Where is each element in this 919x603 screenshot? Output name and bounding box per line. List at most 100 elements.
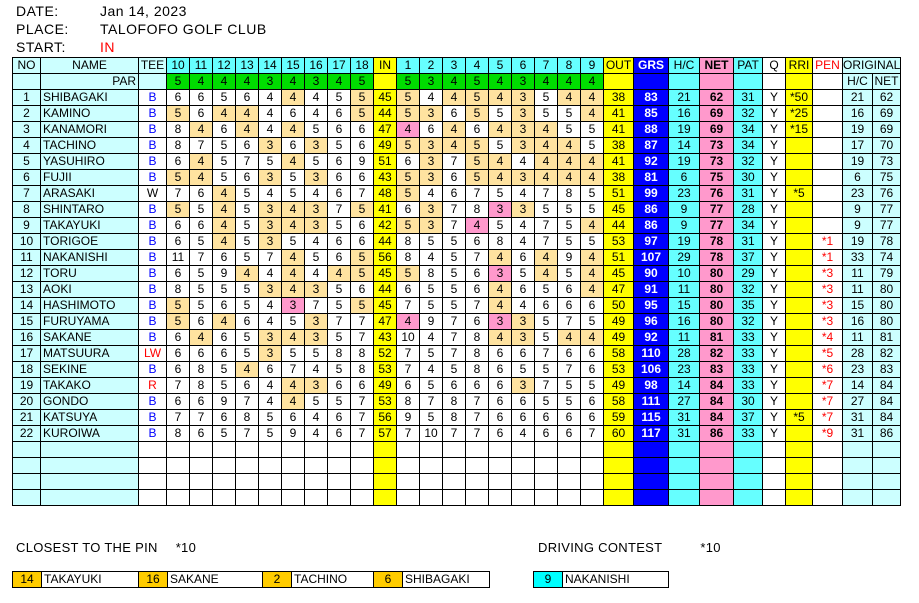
player-row: 15 FURUYAMA B 5 6 4 6 4 5 3 7 7 47 4 9 7 6 3 3 5 7 5 49 96 16 80 3… <box>12 313 902 330</box>
hole-score: 4 <box>534 121 558 138</box>
hole-score: 4 <box>488 329 512 346</box>
hole-score: 3 <box>511 89 535 106</box>
hole-score: 5 <box>166 313 190 330</box>
hole-score: 5 <box>534 313 558 330</box>
player-rri <box>785 297 813 314</box>
hole-score: 5 <box>557 201 581 218</box>
empty-cell <box>327 441 351 458</box>
hole-score: 4 <box>419 185 443 202</box>
hole-score: 5 <box>465 105 489 122</box>
player-grs: 95 <box>633 297 669 314</box>
hole-score: 3 <box>488 265 512 282</box>
hole-score: 6 <box>212 409 236 426</box>
player-in: 45 <box>373 265 397 282</box>
player-q: Y <box>762 121 786 138</box>
par-grs <box>633 73 669 90</box>
player-rri <box>785 425 813 442</box>
player-grs: 110 <box>633 345 669 362</box>
player-orig-net: 86 <box>871 425 902 442</box>
hole-score: 8 <box>166 425 190 442</box>
player-in: 56 <box>373 409 397 426</box>
hole-score: 6 <box>511 345 535 362</box>
hole-score: 4 <box>327 265 351 282</box>
player-q: Y <box>762 361 786 378</box>
hole-score: 4 <box>189 153 213 170</box>
hole-score: 7 <box>557 361 581 378</box>
player-pen <box>812 201 843 218</box>
hole-score: 5 <box>327 137 351 154</box>
hole-number: 14 <box>13 572 42 587</box>
player-no: 19 <box>12 377 41 394</box>
hole-score: 4 <box>189 121 213 138</box>
empty-cell <box>534 489 558 506</box>
empty-cell <box>327 473 351 490</box>
hole-score: 6 <box>327 377 351 394</box>
player-orig-hc: 15 <box>842 297 873 314</box>
hole-score: 7 <box>465 425 489 442</box>
player-pen <box>812 169 843 186</box>
hole-score: 4 <box>580 105 604 122</box>
empty-cell <box>40 457 139 474</box>
player-name: KAMINO <box>40 105 139 122</box>
hole-score: 6 <box>465 313 489 330</box>
player-net: 69 <box>699 105 734 122</box>
par-out <box>603 73 634 90</box>
hole-score: 5 <box>396 169 420 186</box>
empty-cell <box>842 457 873 474</box>
hole-score: 5 <box>166 169 190 186</box>
empty-cell <box>442 473 466 490</box>
hole-score: 3 <box>419 153 443 170</box>
player-row: 18 SEKINE B 6 8 5 4 6 7 4 5 8 53 7 4 5 8 6 5 5 7 6 53 106 23 83 33… <box>12 361 902 378</box>
hole-score: 7 <box>465 185 489 202</box>
player-row: 6 FUJII B 5 4 5 6 3 5 3 6 6 43 5 3 6 5 4 3 4 4 4 38 81 6 75 30 Y 6 75 <box>12 169 902 186</box>
player-in: 49 <box>373 377 397 394</box>
player-out: 38 <box>603 89 634 106</box>
player-no: 7 <box>12 185 41 202</box>
player-pat: 33 <box>733 377 763 394</box>
hole-score: 3 <box>419 169 443 186</box>
hole-score: 6 <box>511 409 535 426</box>
player-name: TORU <box>40 265 139 282</box>
hole-score: 3 <box>304 377 328 394</box>
empty-cell <box>12 441 41 458</box>
hole-score: 7 <box>419 393 443 410</box>
player-tee: LW <box>138 345 167 362</box>
col-hc: H/C <box>668 57 700 74</box>
par-value: 4 <box>212 73 236 90</box>
hole-score: 8 <box>396 249 420 266</box>
hole-score: 5 <box>419 281 443 298</box>
hole-score: 5 <box>189 265 213 282</box>
empty-cell <box>762 457 786 474</box>
hole-score: 7 <box>465 249 489 266</box>
hole-score: 5 <box>557 233 581 250</box>
player-no: 22 <box>12 425 41 442</box>
player-out: 45 <box>603 201 634 218</box>
hole-score: 5 <box>442 233 466 250</box>
player-grs: 92 <box>633 329 669 346</box>
col-hole: 10 <box>166 57 190 74</box>
hole-score: 7 <box>350 185 374 202</box>
hole-score: 4 <box>258 393 282 410</box>
hole-score: 5 <box>189 233 213 250</box>
hole-score: 5 <box>580 233 604 250</box>
empty-cell <box>212 489 236 506</box>
hole-score: 4 <box>534 265 558 282</box>
player-out: 58 <box>603 393 634 410</box>
empty-cell <box>189 457 213 474</box>
player-q: Y <box>762 297 786 314</box>
hole-score: 4 <box>304 361 328 378</box>
player-grs: 90 <box>633 265 669 282</box>
ctp-title: CLOSEST TO THE PIN <box>16 540 158 555</box>
hole-score: 6 <box>442 105 466 122</box>
hole-score: 4 <box>557 329 581 346</box>
hole-score: 8 <box>465 201 489 218</box>
hole-score: 5 <box>281 345 305 362</box>
player-pat: 33 <box>733 425 763 442</box>
empty-cell <box>327 489 351 506</box>
player-pat: 31 <box>733 89 763 106</box>
empty-cell <box>258 473 282 490</box>
player-out: 53 <box>603 361 634 378</box>
player-name: HASHIMOTO <box>40 297 139 314</box>
player-in: 57 <box>373 425 397 442</box>
hole-score: 6 <box>212 249 236 266</box>
